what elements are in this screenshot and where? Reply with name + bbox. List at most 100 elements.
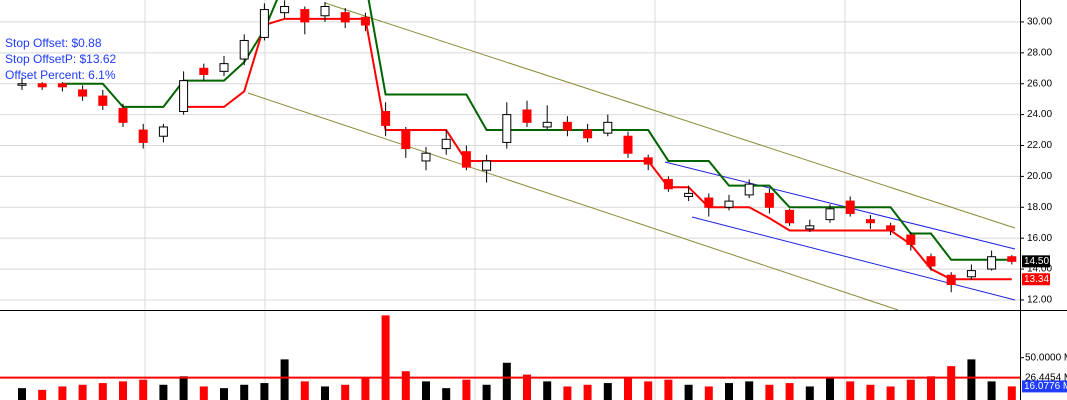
volume-bar bbox=[745, 381, 754, 400]
volume-badge bbox=[1022, 380, 1067, 393]
volume-bar bbox=[442, 388, 451, 400]
volume-bar bbox=[139, 379, 148, 400]
y-tick-label: 28.00 bbox=[1027, 47, 1052, 58]
volume-bar bbox=[664, 379, 673, 400]
volume-bar bbox=[603, 383, 612, 400]
volume-bar bbox=[240, 384, 249, 400]
candle-body bbox=[865, 219, 875, 224]
volume-bar bbox=[644, 381, 653, 400]
candle-body bbox=[259, 9, 269, 38]
candle-body bbox=[522, 109, 532, 123]
candle-body bbox=[785, 209, 795, 224]
volume-bar bbox=[1007, 386, 1016, 400]
candle-body bbox=[845, 200, 855, 214]
candle-body bbox=[825, 208, 835, 221]
volume-bar bbox=[826, 378, 834, 400]
volume-bar bbox=[119, 381, 127, 400]
volume-bar bbox=[785, 383, 794, 400]
candle-body bbox=[421, 152, 431, 162]
annotation: Offset Percent: 6.1% bbox=[5, 68, 116, 82]
volume-bar bbox=[947, 366, 956, 400]
y-tick-label: 16.00 bbox=[1027, 233, 1052, 244]
channel-lines bbox=[247, 2, 1016, 310]
candle-body bbox=[987, 256, 997, 270]
grid bbox=[0, 21, 1020, 301]
volume-bar bbox=[886, 386, 895, 400]
candle-body bbox=[320, 5, 330, 17]
candle-body bbox=[906, 234, 916, 245]
y-tick-label: 26.00 bbox=[1027, 78, 1052, 89]
volume-tick-label: 50.0000 M bbox=[1025, 352, 1067, 363]
candle-body bbox=[684, 192, 694, 197]
volume-bar bbox=[482, 384, 491, 400]
volume-bar bbox=[684, 384, 693, 400]
volume-bar bbox=[18, 388, 26, 400]
annotation: Stop Offset: $0.88 bbox=[5, 36, 102, 50]
volume-bar bbox=[98, 383, 107, 400]
candle-body bbox=[764, 192, 774, 208]
candle-body bbox=[158, 126, 168, 137]
y-tick-label: 14.00 bbox=[1027, 264, 1052, 275]
volume-badge-label: 16.0776 M bbox=[1024, 381, 1067, 392]
volume-bar bbox=[502, 362, 511, 400]
stop-badge bbox=[1022, 273, 1050, 286]
volume-bar bbox=[280, 359, 289, 400]
candle-body bbox=[300, 9, 310, 23]
y-tick-label: 20.00 bbox=[1027, 171, 1052, 182]
volume-bar bbox=[381, 315, 390, 400]
candle-body bbox=[219, 63, 229, 72]
volume-bar bbox=[462, 379, 471, 400]
candle-body bbox=[118, 107, 128, 123]
volume-bar bbox=[159, 384, 168, 400]
candle-body bbox=[946, 274, 956, 286]
candle-body bbox=[78, 89, 88, 97]
volume-bar bbox=[563, 386, 572, 400]
y-tick-label: 18.00 bbox=[1027, 202, 1052, 213]
candle-body bbox=[542, 121, 552, 128]
candle-body bbox=[138, 129, 148, 143]
candle-body bbox=[502, 114, 512, 143]
volume-bar bbox=[361, 378, 370, 400]
volume-bar bbox=[523, 374, 531, 400]
candle-body bbox=[401, 129, 411, 150]
candle-body bbox=[562, 121, 572, 131]
volume-bar bbox=[765, 384, 774, 400]
volume-bar bbox=[78, 384, 87, 400]
volume-bar bbox=[967, 359, 976, 400]
candle-body bbox=[583, 129, 593, 139]
volume-bar bbox=[199, 386, 208, 400]
candle-body bbox=[239, 39, 249, 60]
stop-badge-label: 13.34 bbox=[1024, 274, 1049, 285]
candle-body bbox=[360, 16, 370, 26]
candle-body bbox=[744, 183, 754, 196]
candle-body bbox=[57, 83, 67, 88]
volume-average-label: 26.4454 M bbox=[1025, 372, 1067, 383]
volume-bar bbox=[300, 381, 309, 400]
candle-body bbox=[381, 111, 391, 126]
volume-bar bbox=[624, 378, 632, 400]
candle-body bbox=[603, 121, 613, 134]
volume-bar bbox=[38, 389, 47, 400]
volume-bar bbox=[401, 371, 410, 400]
candle-body bbox=[280, 5, 290, 14]
price-badge-label: 14.50 bbox=[1024, 256, 1049, 267]
candle-body bbox=[805, 225, 815, 230]
volume-bar bbox=[58, 386, 67, 400]
candle-body bbox=[926, 256, 936, 267]
candle-body bbox=[663, 178, 673, 190]
volume-panel: 50.0000 M 26.4454 M16.0776 M bbox=[0, 315, 1067, 400]
candle-body bbox=[886, 225, 896, 231]
y-tick-label: 30.00 bbox=[1027, 17, 1052, 28]
volume-bar bbox=[987, 381, 996, 400]
volume-bar bbox=[846, 381, 855, 400]
volume-bar bbox=[805, 386, 814, 400]
volume-bar bbox=[220, 388, 228, 400]
volume-bar bbox=[341, 384, 350, 400]
volume-bar bbox=[927, 376, 935, 400]
volume-bar bbox=[321, 386, 329, 400]
candle-body bbox=[340, 12, 350, 23]
price-badge bbox=[1022, 255, 1050, 268]
candle-body bbox=[1007, 256, 1017, 262]
